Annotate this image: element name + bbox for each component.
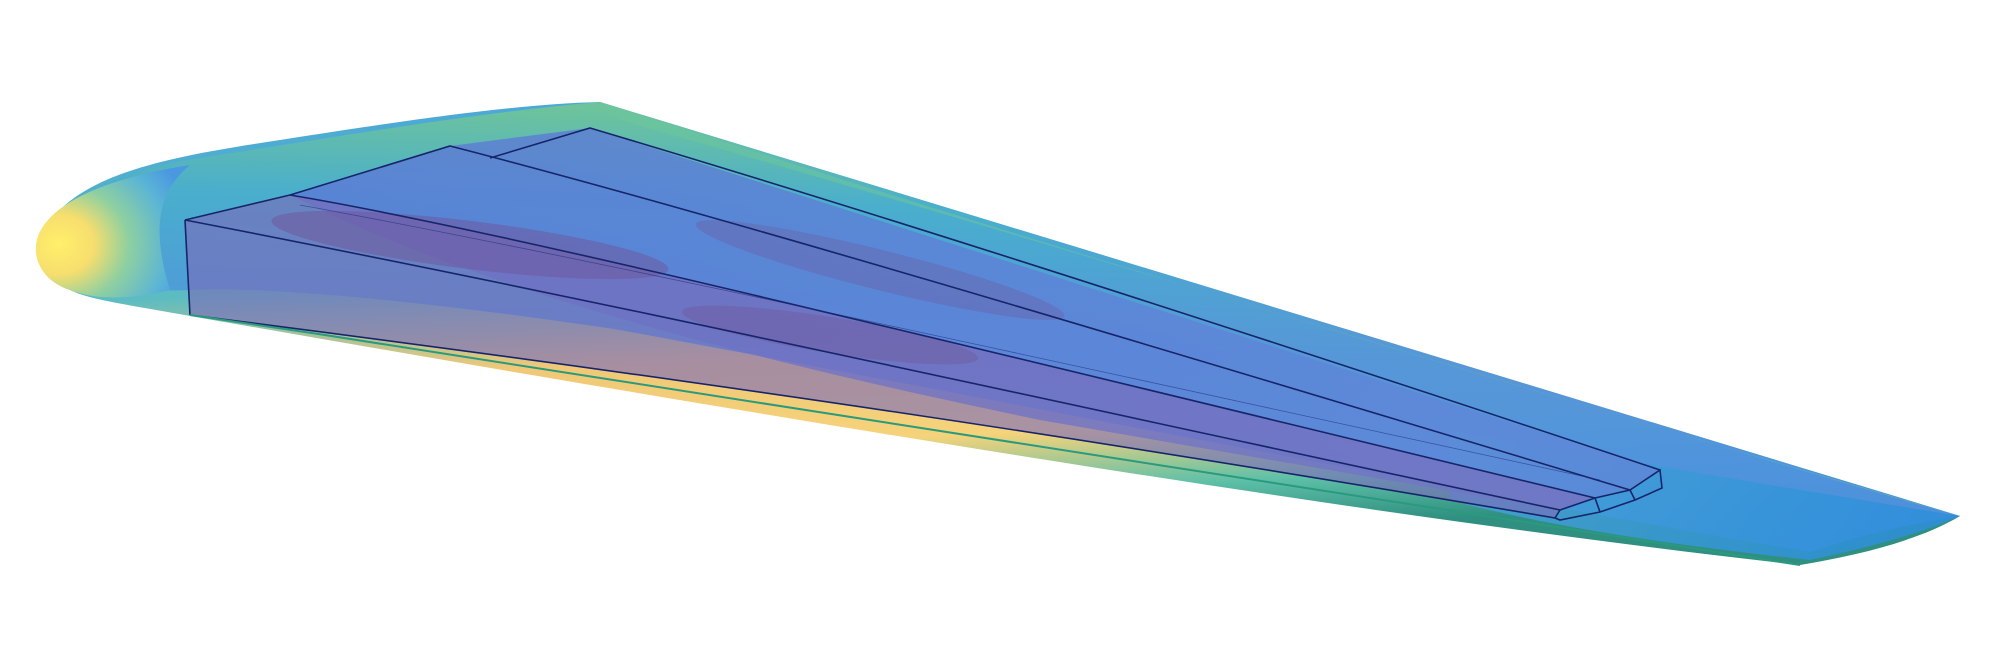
box-rear-spar-1 (289, 145, 1631, 491)
wing-box-outline (184, 127, 1663, 521)
box-tip-rib-divider-2 (1629, 489, 1636, 501)
low-pressure-region-upper (695, 220, 1065, 320)
box-rear-spar-2 (489, 127, 1661, 471)
box-lower-front-spar (189, 314, 1556, 519)
box-root-rib (184, 219, 191, 316)
box-internal-line (299, 204, 1601, 481)
box-tip-rib-divider-1 (1594, 497, 1601, 513)
low-pressure-region-mid (681, 305, 979, 365)
box-upper-front-spar (184, 219, 1561, 511)
box-mid-spar (289, 194, 1596, 499)
leading-edge-nose (35, 165, 190, 298)
low-pressure-region-root (271, 210, 669, 280)
box-root-top-edge (184, 194, 291, 221)
box-tip-rib (1553, 468, 1663, 521)
wing-box-top (185, 128, 1660, 510)
